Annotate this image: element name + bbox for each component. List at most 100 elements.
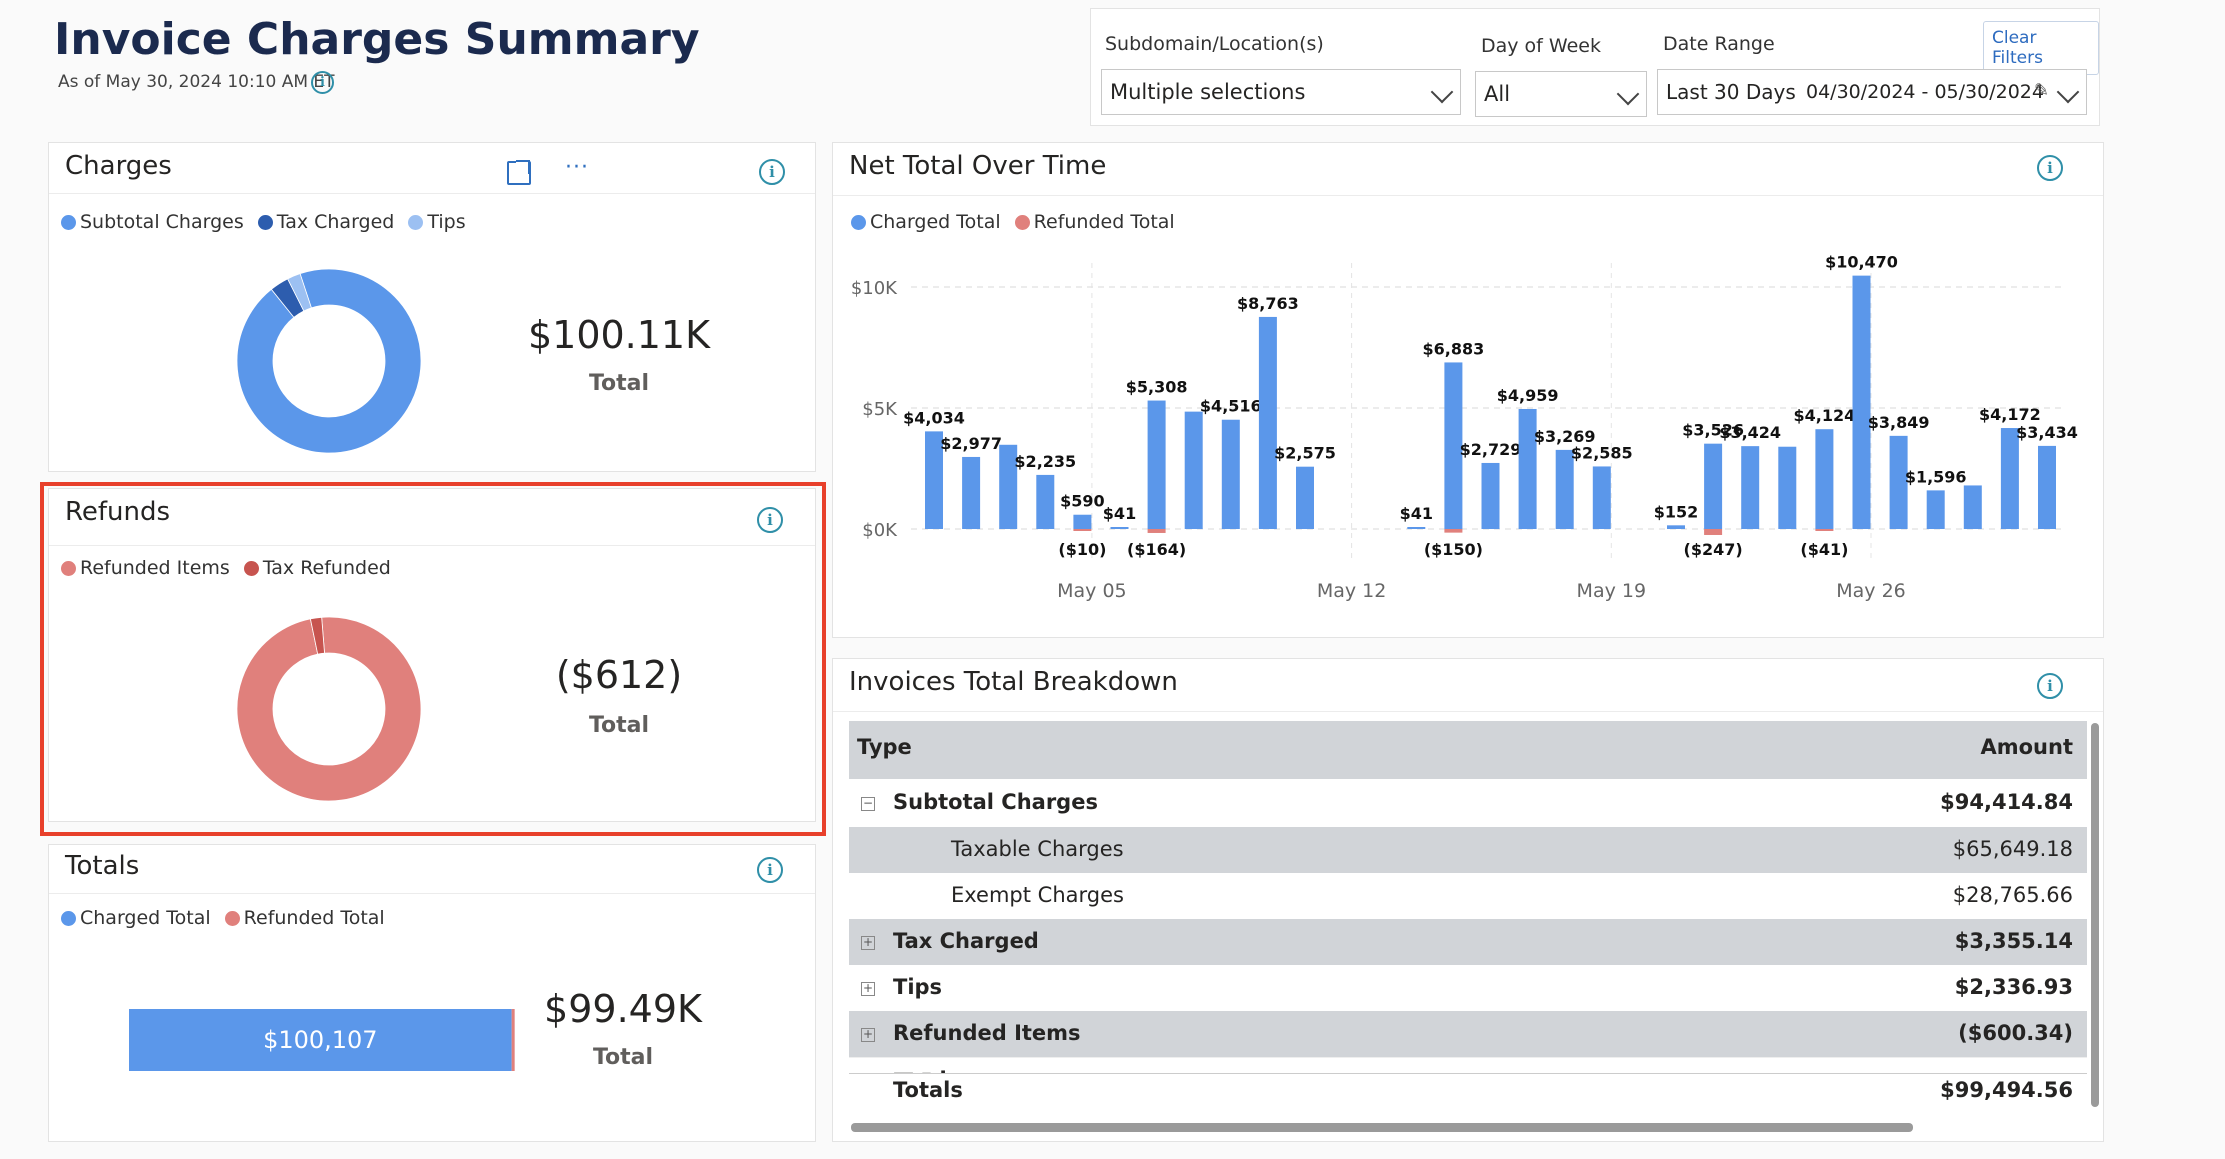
bar-charged-total[interactable] <box>2000 428 2019 529</box>
focus-mode-icon[interactable] <box>507 160 531 185</box>
data-label: $4,124 <box>1794 406 1856 425</box>
bar-refunded-total[interactable] <box>511 1009 515 1071</box>
donut-slice-tax-refunded[interactable] <box>309 616 325 655</box>
data-label: ($41) <box>1800 540 1848 559</box>
legend-dot <box>257 214 273 230</box>
subdomain-dropdown[interactable]: Multiple selections <box>1101 69 1461 115</box>
info-icon[interactable]: i <box>2037 673 2063 699</box>
breakdown-rows: − Subtotal Charges $94,414.84 Taxable Charg… <box>849 779 2087 1069</box>
legend-item[interactable]: Refunded Total <box>1014 211 1175 233</box>
x-tick-label: May 05 <box>1057 580 1127 602</box>
table-row-partial: — – · <box>849 1065 2087 1075</box>
bar-refunded-total[interactable] <box>1444 529 1463 533</box>
data-label: $590 <box>1060 492 1105 511</box>
legend-item[interactable]: Charged Total <box>851 211 1001 233</box>
horizontal-scrollbar[interactable] <box>851 1123 1913 1132</box>
legend-item[interactable]: Subtotal Charges <box>61 211 244 233</box>
bar-charged-total[interactable] <box>1667 525 1685 529</box>
divider <box>49 545 815 546</box>
charges-donut-chart <box>236 268 422 454</box>
vertical-scrollbar[interactable] <box>2091 723 2099 1107</box>
table-row[interactable]: Exempt Charges $28,765.66 <box>849 873 2087 920</box>
bar-charged-total[interactable] <box>1963 485 1982 529</box>
data-label: $4,172 <box>1979 405 2041 424</box>
data-label: $3,526 <box>1682 421 1744 440</box>
donut-slice-subtotal-charges[interactable] <box>236 268 422 454</box>
bar-charged-total[interactable] <box>1815 429 1834 529</box>
table-row[interactable]: + Tax Charged $3,355.14 <box>849 919 2087 966</box>
bar-charged-total[interactable] <box>1407 527 1426 529</box>
breakdown-title: Invoices Total Breakdown <box>849 667 1178 697</box>
totals-legend: Charged Total Refunded Total <box>61 907 393 929</box>
info-icon[interactable]: i <box>2037 155 2063 181</box>
bar-charged-total[interactable] <box>1444 362 1463 529</box>
donut-slice-tips[interactable] <box>287 273 312 312</box>
bar-charged-total[interactable] <box>1852 275 1871 529</box>
refunds-total-label: Total <box>588 713 650 738</box>
totals-title: Totals <box>65 851 140 881</box>
bar-charged-total[interactable] <box>2038 445 2056 529</box>
bar-refunded-total[interactable] <box>1815 529 1834 531</box>
info-icon[interactable]: i <box>757 507 783 533</box>
legend-item[interactable]: Refunded Items <box>61 557 230 579</box>
bar-charged-total[interactable] <box>1778 446 1797 529</box>
refunds-donut-chart <box>236 616 422 802</box>
bar-charged-total[interactable] <box>129 1009 512 1071</box>
expand-icon[interactable]: + <box>861 935 875 950</box>
legend-item[interactable]: Charged Total <box>61 907 211 929</box>
bar-charged-total[interactable] <box>1704 443 1723 529</box>
totals-row-label: Totals <box>893 1078 963 1102</box>
table-row[interactable]: + Tips $2,336.93 <box>849 965 2087 1012</box>
data-label: $41 <box>1400 504 1433 523</box>
legend-item[interactable]: Tips <box>408 211 466 233</box>
info-icon[interactable]: i <box>311 71 334 94</box>
legend-dot <box>243 560 259 576</box>
as-of-timestamp: As of May 30, 2024 10:10 AM ET <box>58 72 335 92</box>
bar-charged-total[interactable] <box>1926 490 1945 529</box>
bar-charged-total[interactable] <box>1481 462 1500 529</box>
bar-charged-total[interactable] <box>1518 408 1537 529</box>
bar-charged-total[interactable] <box>1741 446 1760 529</box>
bar-charged-total[interactable] <box>999 444 1018 529</box>
legend-label: Tips <box>427 211 466 233</box>
bar-refunded-total[interactable] <box>1704 529 1723 535</box>
bar-charged-total[interactable] <box>1147 400 1166 529</box>
bar-charged-total[interactable] <box>1110 527 1129 529</box>
table-row[interactable]: + Refunded Items ($600.34) <box>849 1011 2087 1058</box>
legend-item[interactable]: Tax Charged <box>257 211 394 233</box>
column-header-type[interactable]: Type <box>857 735 912 759</box>
chevron-down-icon <box>2056 80 2080 104</box>
bar-charged-total[interactable] <box>1221 419 1240 529</box>
donut-slice-refunded-items[interactable] <box>236 616 422 802</box>
bar-charged-total[interactable] <box>925 431 943 529</box>
expand-icon[interactable]: + <box>861 1027 875 1042</box>
bar-charged-total[interactable] <box>1184 411 1203 529</box>
bar-charged-total[interactable] <box>1555 449 1574 529</box>
bar-charged-total[interactable] <box>1036 474 1055 529</box>
bar-refunded-total[interactable] <box>1147 529 1166 533</box>
table-row[interactable]: − Subtotal Charges $94,414.84 <box>849 779 2087 828</box>
bar-charged-total[interactable] <box>1296 466 1314 529</box>
table-row[interactable]: Taxable Charges $65,649.18 <box>849 827 2087 874</box>
data-label: $2,235 <box>1014 452 1076 471</box>
selection-highlight <box>40 482 826 836</box>
legend-item[interactable]: Refunded Total <box>224 907 385 929</box>
info-icon[interactable]: i <box>757 857 783 883</box>
collapse-icon[interactable]: − <box>861 796 875 811</box>
bar-charged-total[interactable] <box>1592 466 1611 529</box>
day-of-week-dropdown[interactable]: All <box>1475 71 1647 117</box>
legend-item[interactable]: Tax Refunded <box>243 557 391 579</box>
data-label: $10,470 <box>1825 253 1898 272</box>
bar-charged-total[interactable] <box>962 456 981 529</box>
bar-refunded-total[interactable] <box>1073 529 1092 531</box>
bar-charged-total[interactable] <box>1889 435 1908 529</box>
edit-pencil-icon[interactable]: ✎ <box>2034 80 2050 101</box>
column-header-amount[interactable]: Amount <box>1980 735 2073 759</box>
more-options-icon[interactable]: ··· <box>565 155 589 180</box>
bar-charged-total[interactable] <box>1258 316 1277 529</box>
date-range-dropdown[interactable]: Last 30 Days 04/30/2024 - 05/30/2024 ✎ <box>1657 69 2087 115</box>
info-icon[interactable]: i <box>759 159 785 185</box>
clear-filters-button[interactable]: Clear Filters <box>1983 21 2099 75</box>
bar-charged-total[interactable] <box>1073 514 1092 529</box>
expand-icon[interactable]: + <box>861 981 875 996</box>
